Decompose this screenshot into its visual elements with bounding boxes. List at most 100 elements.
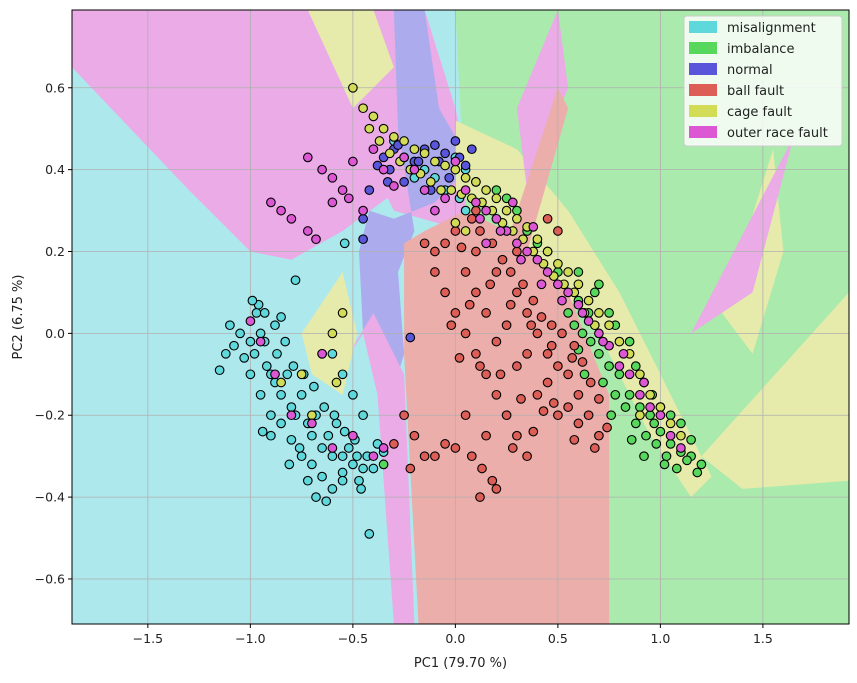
point-ball-fault bbox=[446, 320, 457, 331]
point-ball-fault bbox=[583, 410, 594, 421]
point-ball-fault bbox=[522, 308, 532, 318]
point-ball-fault bbox=[440, 238, 450, 249]
point-outer-race-fault bbox=[440, 193, 450, 204]
point-ball-fault bbox=[512, 430, 522, 441]
point-cage-fault bbox=[331, 377, 342, 388]
y-tick-label: −0.4 bbox=[35, 490, 65, 505]
point-ball-fault bbox=[522, 451, 532, 462]
x-axis-label: PC1 (79.70 %) bbox=[414, 656, 507, 671]
point-ball-fault bbox=[485, 279, 496, 290]
point-misalignment bbox=[329, 410, 340, 421]
point-imbalance bbox=[676, 418, 686, 429]
point-outer-race-fault bbox=[471, 197, 481, 208]
point-ball-fault bbox=[569, 434, 580, 445]
point-outer-race-fault bbox=[598, 336, 608, 347]
point-outer-race-fault bbox=[348, 430, 358, 441]
point-outer-race-fault bbox=[327, 197, 338, 208]
point-misalignment bbox=[327, 484, 338, 494]
point-ball-fault bbox=[450, 443, 461, 453]
x-tick-label: −1.5 bbox=[133, 631, 163, 646]
point-misalignment bbox=[307, 459, 317, 470]
point-misalignment bbox=[331, 418, 342, 429]
point-outer-race-fault bbox=[618, 348, 629, 359]
point-misalignment bbox=[317, 471, 327, 482]
point-cage-fault bbox=[436, 185, 446, 195]
point-misalignment bbox=[220, 348, 231, 359]
point-outer-race-fault bbox=[419, 185, 430, 195]
point-ball-fault bbox=[573, 418, 584, 429]
point-misalignment bbox=[266, 430, 276, 441]
point-cage-fault bbox=[553, 258, 563, 269]
point-imbalance bbox=[610, 389, 621, 400]
point-ball-fault bbox=[567, 353, 578, 363]
point-imbalance bbox=[671, 463, 682, 474]
x-tick-label: 0.5 bbox=[548, 631, 568, 646]
point-ball-fault bbox=[602, 422, 612, 433]
point-misalignment bbox=[296, 389, 307, 400]
point-cage-fault bbox=[604, 320, 614, 331]
point-ball-fault bbox=[507, 443, 518, 453]
point-ball-fault bbox=[505, 299, 516, 310]
point-misalignment bbox=[239, 353, 250, 363]
point-misalignment bbox=[354, 475, 364, 486]
point-misalignment bbox=[343, 443, 354, 453]
point-outer-race-fault bbox=[583, 316, 594, 326]
point-ball-fault bbox=[563, 402, 573, 412]
point-imbalance bbox=[589, 287, 600, 298]
point-cage-fault bbox=[594, 308, 604, 318]
point-misalignment bbox=[337, 467, 348, 478]
point-outer-race-fault bbox=[536, 279, 547, 290]
legend-swatch bbox=[689, 105, 717, 117]
point-imbalance bbox=[579, 369, 590, 380]
point-outer-race-fault bbox=[276, 205, 286, 216]
point-imbalance bbox=[620, 402, 631, 412]
legend-swatch bbox=[689, 63, 717, 75]
point-imbalance bbox=[655, 426, 666, 437]
legend-box bbox=[683, 15, 843, 147]
point-ball-fault bbox=[538, 406, 549, 416]
point-outer-race-fault bbox=[245, 316, 256, 326]
point-misalignment bbox=[307, 430, 317, 441]
point-misalignment bbox=[257, 426, 268, 437]
point-ball-fault bbox=[532, 389, 543, 400]
point-imbalance bbox=[624, 336, 635, 347]
point-outer-race-fault bbox=[255, 336, 266, 347]
point-ball-fault bbox=[440, 287, 450, 298]
x-tick-label: 1.5 bbox=[753, 631, 773, 646]
point-outer-race-fault bbox=[522, 246, 532, 257]
point-cage-fault bbox=[460, 172, 471, 183]
region-cage-fault-7 bbox=[701, 292, 849, 489]
point-outer-race-fault bbox=[311, 234, 321, 245]
point-ball-fault bbox=[557, 328, 567, 339]
point-cage-fault bbox=[501, 205, 512, 216]
point-normal bbox=[430, 140, 440, 150]
point-outer-race-fault bbox=[409, 164, 420, 175]
y-tick-label: −0.6 bbox=[35, 571, 65, 586]
point-misalignment bbox=[368, 463, 379, 474]
point-imbalance bbox=[659, 459, 670, 470]
point-misalignment bbox=[272, 348, 282, 359]
point-ball-fault bbox=[460, 328, 471, 339]
point-imbalance bbox=[604, 308, 614, 318]
point-misalignment bbox=[282, 369, 293, 380]
point-ball-fault bbox=[594, 430, 604, 441]
point-outer-race-fault bbox=[286, 213, 297, 224]
y-axis-ticks: −0.6 −0.4 −0.2 0.0 0.2 0.4 0.6 bbox=[35, 80, 72, 586]
point-ball-fault bbox=[501, 410, 512, 421]
point-misalignment bbox=[327, 348, 338, 359]
point-imbalance bbox=[665, 439, 676, 449]
point-ball-fault bbox=[546, 340, 557, 351]
point-cage-fault bbox=[419, 148, 430, 159]
point-outer-race-fault bbox=[563, 287, 573, 298]
point-ball-fault bbox=[466, 451, 477, 462]
point-outer-race-fault bbox=[516, 254, 526, 265]
point-ball-fault bbox=[512, 361, 522, 371]
point-cage-fault bbox=[378, 123, 389, 134]
point-outer-race-fault bbox=[327, 443, 338, 453]
point-cage-fault bbox=[512, 213, 522, 224]
point-ball-fault bbox=[475, 492, 485, 502]
point-misalignment bbox=[294, 443, 305, 453]
point-cage-fault bbox=[425, 177, 436, 187]
point-cage-fault bbox=[450, 218, 461, 228]
point-ball-fault bbox=[553, 410, 563, 421]
